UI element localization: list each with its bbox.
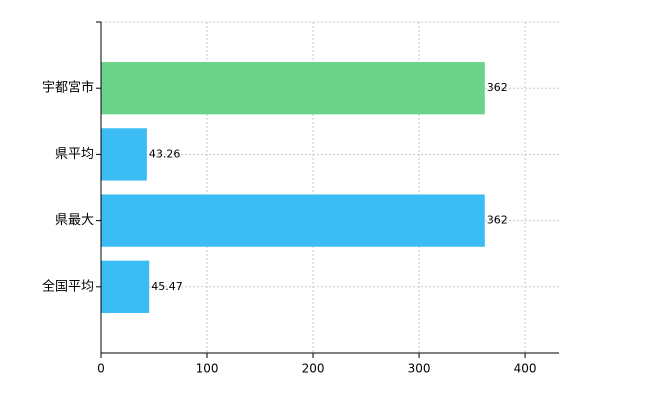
x-tick-label: 0 [97,362,105,376]
bar [101,62,485,115]
x-tick-label: 400 [514,362,537,376]
value-label: 45.47 [151,280,183,293]
x-tick-label: 200 [302,362,325,376]
bar [101,194,485,247]
y-tick-label: 宇都宮市 [42,80,94,96]
x-tick-label: 300 [408,362,431,376]
bar [101,260,150,313]
x-tick-label: 100 [196,362,219,376]
value-label: 43.26 [149,147,181,160]
y-tick-label: 県平均 [55,147,94,162]
bar [101,128,147,181]
value-label: 362 [487,81,508,94]
value-label: 362 [487,214,508,227]
y-tick-label: 県最大 [55,213,94,228]
y-tick-label: 全国平均 [42,278,94,294]
